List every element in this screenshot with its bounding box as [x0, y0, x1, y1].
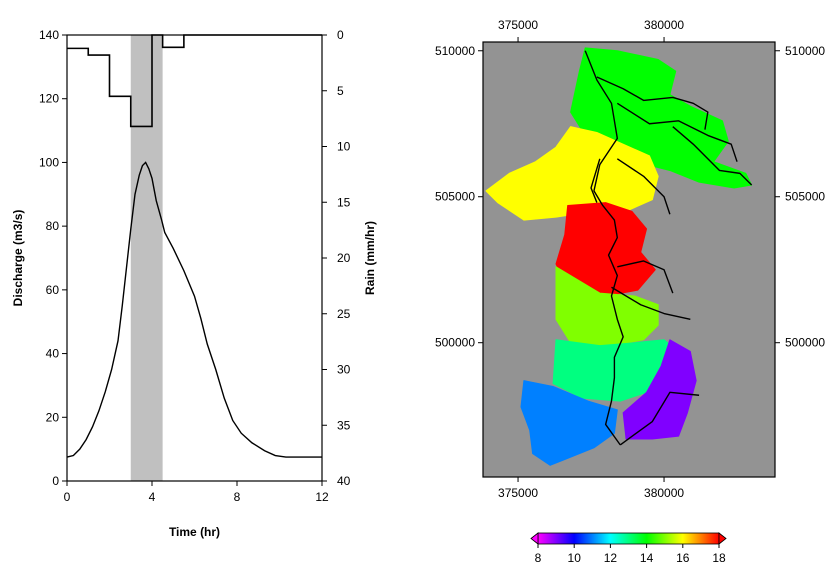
y2-tick-label: 0: [337, 28, 344, 42]
colorbar-tick-label: 10: [568, 551, 582, 565]
colorbar-tick-label: 16: [676, 551, 690, 565]
hydrograph-chart: 0 20 40 60 80 100 120 140 0 5 10 15 20 25 30 35 40 0 4 8 12 T…: [11, 28, 377, 539]
rainfall-region: [622, 339, 697, 440]
rainfall-region: [520, 380, 618, 466]
y-tick-label: 20: [46, 410, 60, 424]
y-tick-label: 0: [52, 474, 59, 488]
plot-frame: [66, 34, 323, 482]
stream-line: [590, 158, 601, 203]
y-tick-label: 100: [39, 155, 59, 169]
y2-tick-label: 10: [337, 140, 351, 154]
y2-tick-label: 40: [337, 474, 351, 488]
y-tick-label: 40: [46, 347, 60, 361]
x-tick-label: 4: [149, 490, 156, 504]
colorbar-scale: [537, 532, 720, 545]
colorbar-tick-label: 14: [640, 551, 654, 565]
map-x-tick-label-top: 380000: [644, 18, 684, 32]
map-y-tick-label-left: 505000: [435, 190, 475, 204]
discharge-line: [66, 161, 322, 458]
map-y-tick-label-right: 510000: [785, 44, 825, 58]
x-tick-label: 12: [315, 490, 329, 504]
colorbar-tick-label: 8: [535, 551, 542, 565]
rainfall-region: [555, 202, 656, 297]
y2-tick-label: 15: [337, 195, 351, 209]
y2-tick-label: 30: [337, 363, 351, 377]
stream-line: [616, 158, 671, 215]
colorbar-tick-label: 12: [604, 551, 618, 565]
colorbar-low-arrow: [530, 532, 539, 545]
x-tick-label: 8: [234, 490, 241, 504]
y2-tick-label: 35: [337, 418, 351, 432]
x-tick-label: 0: [64, 490, 71, 504]
y2-tick-label: 25: [337, 307, 351, 321]
y-tick-label: 120: [39, 92, 59, 106]
map-frame: [482, 41, 776, 478]
stream-line: [619, 391, 700, 446]
stream-line: [596, 76, 709, 130]
stream-line: [617, 260, 674, 294]
stream-line: [611, 286, 691, 321]
stream-line: [672, 126, 753, 186]
colorbar: 8 10 12 14 16 18: [530, 532, 727, 565]
rainfall-map: 375000 375000 380000 380000 510000 510000 5050…: [435, 18, 825, 500]
map-y-tick-label-left: 500000: [435, 336, 475, 350]
map-x-tick-label-bottom: 380000: [644, 486, 684, 500]
colorbar-tick-label: 18: [712, 551, 726, 565]
map-y-tick-label-left: 510000: [435, 44, 475, 58]
map-x-tick-label-top: 375000: [498, 18, 538, 32]
stream-line: [584, 50, 624, 446]
x-axis-label: Time (hr): [169, 525, 220, 539]
y2-tick-label: 20: [337, 251, 351, 265]
map-y-tick-label-right: 505000: [785, 190, 825, 204]
y-tick-label: 140: [39, 28, 59, 42]
shaded-interval: [130, 35, 163, 481]
rain-hyetograph: [67, 34, 322, 128]
y-tick-label: 80: [46, 219, 60, 233]
y2-axis-label: Rain (mm/hr): [363, 221, 377, 295]
stream-line: [616, 102, 738, 162]
rainfall-region: [555, 266, 659, 347]
y2-tick-label: 5: [337, 84, 344, 98]
map-x-tick-label-bottom: 375000: [498, 486, 538, 500]
y-tick-label: 60: [46, 283, 60, 297]
y-axis-label: Discharge (m3/s): [11, 210, 25, 307]
map-y-tick-label-right: 500000: [785, 336, 825, 350]
colorbar-high-arrow: [718, 532, 727, 545]
